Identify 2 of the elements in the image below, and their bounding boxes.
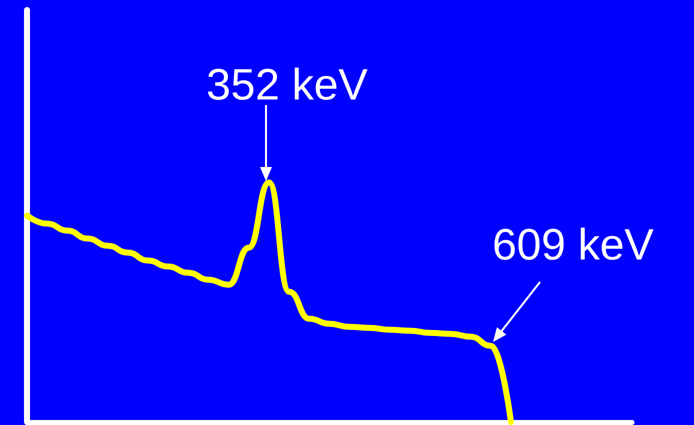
annotation: 609 keV	[492, 220, 654, 270]
text: 352 keV	[206, 60, 368, 110]
